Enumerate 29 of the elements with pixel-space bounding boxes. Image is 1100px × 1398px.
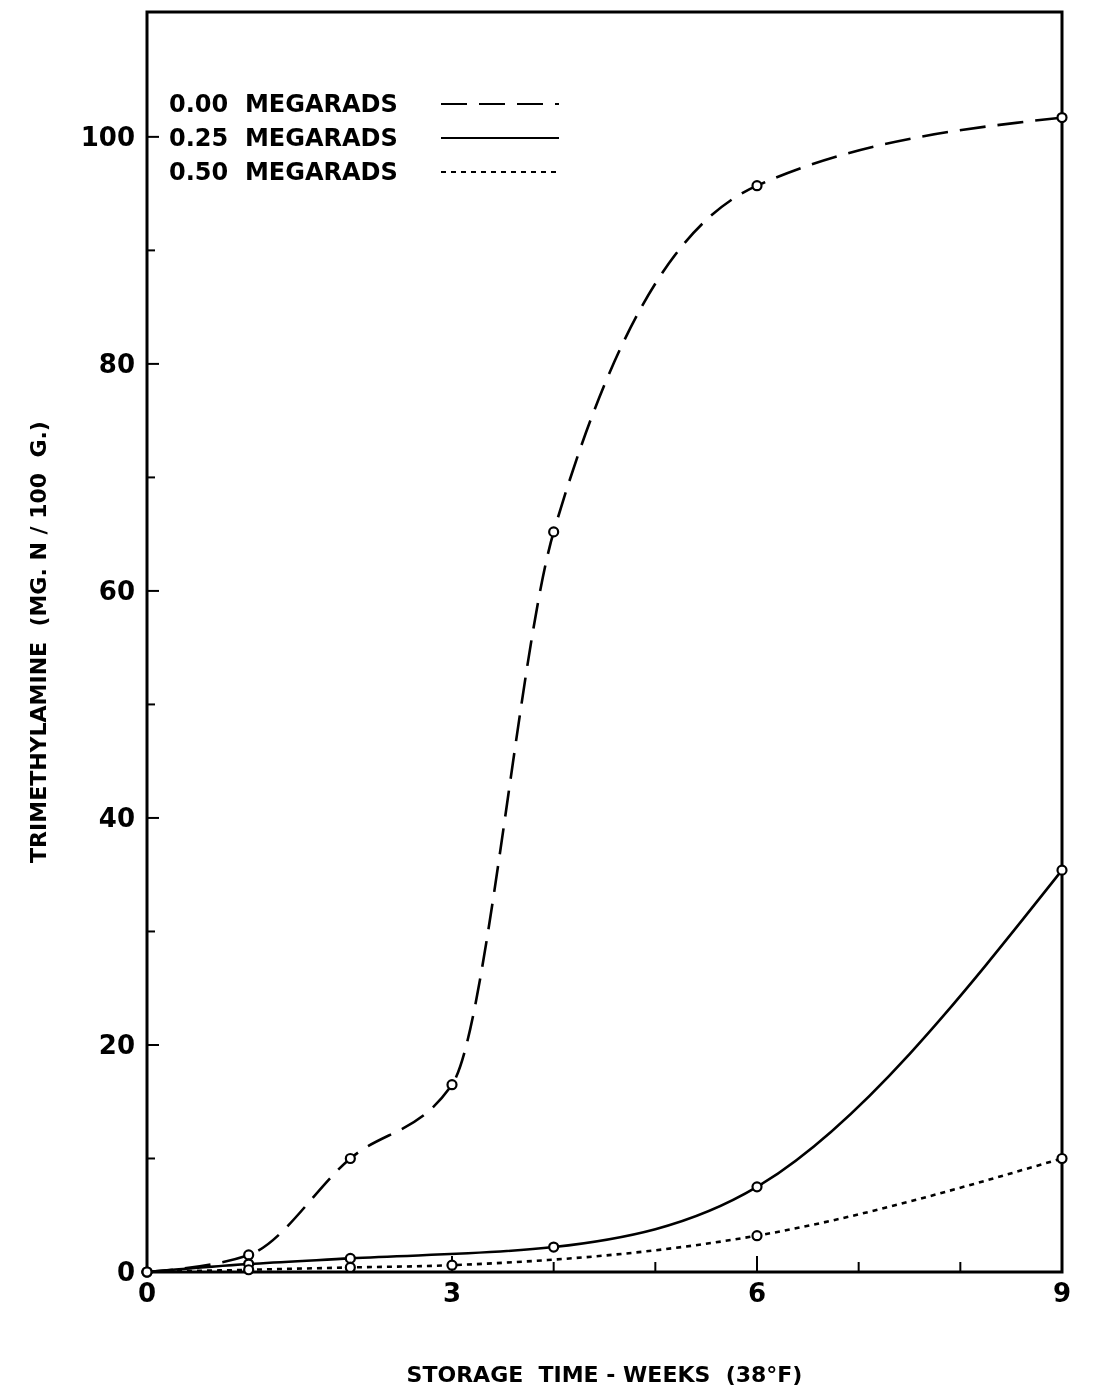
x-tick-label: 6 — [747, 1278, 767, 1308]
legend-label: 0.50 MEGARADS — [169, 158, 398, 187]
point — [751, 180, 763, 192]
x-tick-label: 3 — [442, 1278, 462, 1308]
point — [446, 1079, 458, 1091]
point — [1056, 111, 1068, 124]
y-tick-label: 40 — [98, 803, 135, 834]
y-tick-label: 60 — [98, 576, 135, 607]
legend-label: 0.25 MEGARADS — [169, 124, 398, 153]
point — [344, 1152, 356, 1165]
point — [548, 1241, 560, 1253]
x-axis-title: STORAGE TIME - WEEKS (38°F) — [406, 1362, 803, 1387]
point — [243, 1264, 255, 1276]
point — [751, 1230, 763, 1242]
point — [243, 1249, 255, 1261]
y-tick-label: 20 — [98, 1030, 135, 1061]
point — [344, 1252, 356, 1264]
point — [548, 526, 560, 538]
point — [446, 1259, 458, 1271]
y-axis-title: TRIMETHYLAMINE (MG. N / 100 G.) — [26, 421, 51, 863]
point — [751, 1181, 763, 1193]
legend-label: 0.00 MEGARADS — [169, 90, 398, 119]
x-tick-label: 9 — [1052, 1278, 1072, 1308]
x-tick-label: 0 — [137, 1278, 157, 1308]
point — [1056, 864, 1068, 876]
y-tick-label: 80 — [98, 348, 135, 379]
point — [1056, 1152, 1068, 1165]
y-tick-label: 100 — [80, 121, 135, 152]
y-tick-label: 0 — [116, 1257, 135, 1288]
